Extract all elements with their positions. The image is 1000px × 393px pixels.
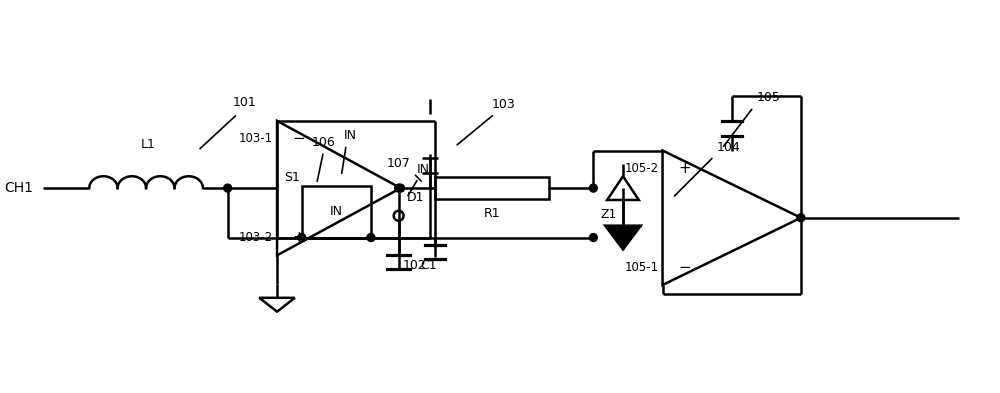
Circle shape [397, 184, 405, 192]
Text: 104: 104 [717, 141, 741, 154]
Text: C1: C1 [420, 259, 437, 272]
Text: 105-1: 105-1 [624, 261, 659, 274]
Text: +: + [292, 230, 305, 245]
Text: IN: IN [343, 129, 356, 141]
Circle shape [395, 184, 403, 192]
Bar [435, 177, 549, 199]
Text: 101: 101 [233, 96, 256, 109]
Text: Z1: Z1 [601, 208, 617, 221]
Text: IN: IN [330, 205, 343, 219]
Circle shape [298, 233, 306, 241]
Circle shape [589, 233, 597, 241]
Text: R1: R1 [484, 207, 500, 220]
Text: 103: 103 [492, 98, 515, 111]
Text: 103-1: 103-1 [239, 132, 273, 145]
Text: L1: L1 [141, 138, 156, 151]
Text: S1: S1 [284, 171, 300, 184]
Text: CH1: CH1 [4, 181, 33, 195]
Circle shape [367, 233, 375, 241]
Text: 107: 107 [387, 157, 410, 170]
Text: 103-2: 103-2 [239, 231, 273, 244]
Text: D1: D1 [407, 191, 424, 204]
Circle shape [224, 184, 232, 192]
Text: 105-2: 105-2 [624, 162, 659, 175]
Text: IN: IN [416, 163, 429, 176]
Circle shape [589, 184, 597, 192]
Polygon shape [605, 226, 641, 250]
Circle shape [797, 214, 805, 222]
Text: −: − [678, 260, 691, 275]
Text: 106: 106 [312, 136, 335, 149]
Text: +: + [678, 161, 691, 176]
Bar [302, 186, 371, 237]
Text: 105: 105 [756, 91, 780, 104]
Text: 102: 102 [403, 259, 426, 272]
Text: −: − [292, 131, 305, 146]
